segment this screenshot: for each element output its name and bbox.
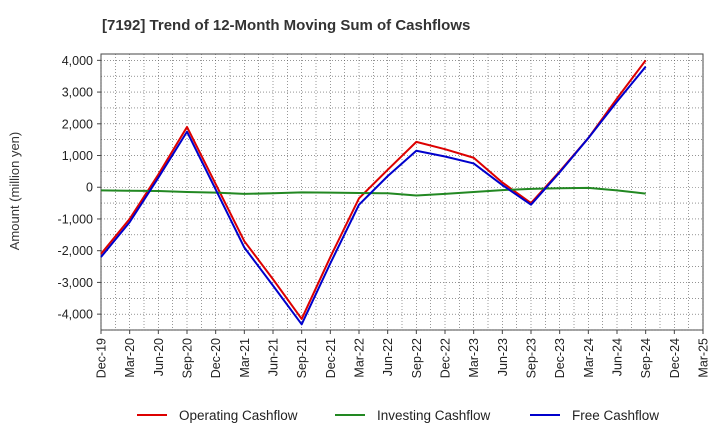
x-tick-label: Mar-22: [353, 338, 367, 378]
x-tick-label: Sep-20: [181, 338, 195, 378]
y-tick-label: 1,000: [62, 149, 93, 163]
x-tick-labels: Dec-19 Mar-20 Jun-20 Sep-20 Dec-20 Mar-21 Jun-…: [95, 330, 711, 378]
y-tick-label: 0: [86, 181, 93, 195]
chart-title: [7192] Trend of 12-Month Moving Sum of C…: [102, 17, 470, 34]
x-tick-label: Dec-24: [668, 338, 682, 378]
x-tick-label: Jun-21: [267, 338, 281, 376]
x-tick-label: Jun-22: [381, 338, 395, 376]
x-tick-label: Dec-20: [209, 338, 223, 378]
y-tick-label: -1,000: [58, 212, 93, 226]
x-tick-label: Mar-24: [582, 338, 596, 378]
y-tick-label: -4,000: [58, 308, 93, 322]
x-tick-label: Jun-20: [152, 338, 166, 376]
x-tick-label: Dec-23: [553, 338, 567, 378]
x-tick-label: Jun-23: [496, 338, 510, 376]
x-tick-label: Sep-23: [525, 338, 539, 378]
legend-label-operating-cashflow: Operating Cashflow: [179, 408, 298, 423]
free-cashflow-line: [100, 66, 647, 326]
x-tick-label: Jun-24: [611, 338, 625, 376]
x-tick-label: Sep-22: [410, 338, 424, 378]
x-tick-label: Dec-19: [95, 338, 109, 378]
legend: Operating Cashflow Investing Cashflow Free…: [137, 408, 659, 423]
y-tick-label: 2,000: [62, 117, 93, 131]
x-tick-label: Sep-21: [295, 338, 309, 378]
x-tick-label: Mar-25: [697, 338, 711, 378]
x-tick-label: Mar-23: [467, 338, 481, 378]
y-tick-label: -2,000: [58, 244, 93, 258]
y-tick-label: -3,000: [58, 276, 93, 290]
x-tick-label: Mar-21: [238, 338, 252, 378]
x-tick-label: Sep-24: [639, 338, 653, 378]
legend-label-free-cashflow: Free Cashflow: [572, 408, 659, 423]
x-tick-label: Dec-22: [439, 338, 453, 378]
grid-lines: [100, 54, 704, 331]
x-tick-label: Mar-20: [123, 338, 137, 378]
y-axis-label: Amount (million yen): [7, 132, 22, 251]
y-tick-label: 3,000: [62, 86, 93, 100]
y-tick-label: 4,000: [62, 54, 93, 68]
legend-label-investing-cashflow: Investing Cashflow: [377, 408, 491, 423]
series-lines: [100, 59, 647, 326]
y-tick-labels: 4,000 3,000 2,000 1,000 0 -1,000 -2,000 -3,000 -…: [58, 54, 101, 322]
x-tick-label: Dec-21: [324, 338, 338, 378]
investing-cashflow-line: [100, 186, 646, 197]
